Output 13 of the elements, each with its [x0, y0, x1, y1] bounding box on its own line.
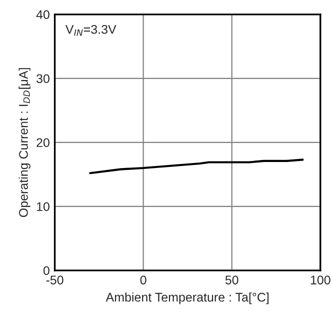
- x-tick-label: 0: [140, 276, 146, 284]
- y-tick-label: 40: [36, 10, 50, 20]
- y-tick-label: 10: [36, 202, 50, 212]
- x-tick-label: 100: [310, 276, 330, 284]
- annotation: V$_{IN}$=3.3V: [65, 24, 116, 36]
- x-tick-label: 50: [225, 276, 238, 284]
- x-axis-title: Ambient Temperature : Ta[°C]: [106, 292, 269, 304]
- y-tick-label: 0: [43, 266, 50, 276]
- x-tick-label: -50: [46, 276, 64, 284]
- y-axis-title: Operating Current : I$_{DD}$[μA]: [18, 68, 30, 217]
- y-tick-label: 20: [36, 138, 50, 148]
- y-tick-label: 30: [36, 74, 50, 84]
- line-series: [89, 158, 304, 174]
